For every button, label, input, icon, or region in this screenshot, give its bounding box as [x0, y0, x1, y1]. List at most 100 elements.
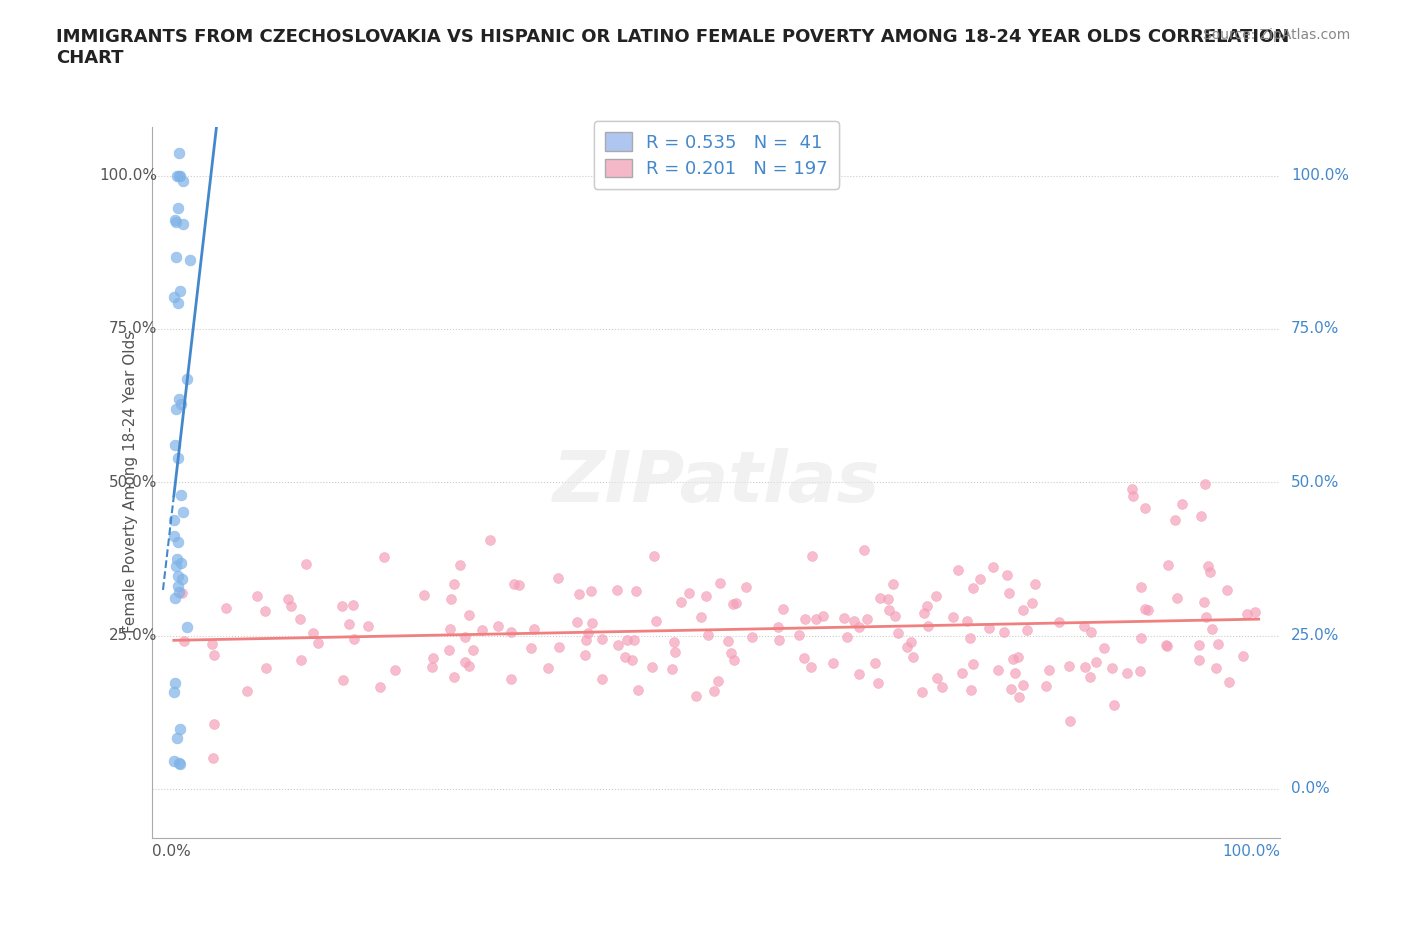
Point — [644, 614, 666, 629]
Point — [165, 249, 187, 264]
Point — [422, 650, 444, 665]
Point — [236, 684, 259, 698]
Point — [547, 570, 569, 585]
Text: IMMIGRANTS FROM CZECHOSLOVAKIA VS HISPANIC OR LATINO FEMALE POVERTY AMONG 18-24 : IMMIGRANTS FROM CZECHOSLOVAKIA VS HISPAN… — [56, 28, 1289, 67]
Point — [977, 621, 1000, 636]
Point — [342, 598, 364, 613]
Point — [1024, 577, 1046, 591]
Point — [280, 598, 302, 613]
Point — [457, 658, 479, 673]
Point — [1059, 658, 1081, 673]
Point — [1129, 664, 1152, 679]
Point — [946, 563, 969, 578]
Point — [787, 628, 810, 643]
Point — [915, 599, 938, 614]
Point — [591, 671, 613, 686]
Point — [911, 684, 934, 699]
Point — [1078, 670, 1101, 684]
Point — [962, 657, 984, 671]
Point — [1073, 618, 1095, 633]
Point — [330, 598, 353, 613]
Point — [170, 555, 193, 570]
Point — [709, 575, 731, 590]
Point — [1206, 636, 1229, 651]
Point — [987, 662, 1010, 677]
Point — [302, 626, 325, 641]
Point — [1080, 624, 1102, 639]
Point — [621, 653, 644, 668]
Point — [172, 174, 194, 189]
Point — [1136, 603, 1159, 618]
Point — [1189, 509, 1212, 524]
Point — [202, 716, 225, 731]
Point — [1101, 660, 1123, 675]
Point — [806, 611, 828, 626]
Point — [1085, 654, 1108, 669]
Point — [1059, 714, 1081, 729]
Point — [163, 512, 186, 527]
Point — [254, 604, 277, 618]
Point — [1001, 652, 1024, 667]
Point — [508, 578, 530, 592]
Point — [290, 652, 312, 667]
Point — [800, 549, 823, 564]
Point — [912, 605, 935, 620]
Point — [1205, 660, 1227, 675]
Point — [163, 754, 186, 769]
Point — [956, 614, 979, 629]
Point — [169, 168, 191, 183]
Point — [471, 622, 494, 637]
Point — [167, 451, 190, 466]
Point — [167, 392, 190, 406]
Point — [1121, 482, 1143, 497]
Point — [1164, 512, 1187, 527]
Point — [173, 633, 195, 648]
Point — [925, 671, 948, 685]
Point — [1187, 638, 1209, 653]
Point — [443, 670, 465, 684]
Point — [607, 638, 630, 653]
Point — [167, 168, 190, 183]
Point — [661, 662, 683, 677]
Point — [384, 662, 406, 677]
Point — [856, 611, 879, 626]
Point — [1192, 595, 1215, 610]
Legend: R = 0.535   N =  41, R = 0.201   N = 197: R = 0.535 N = 41, R = 0.201 N = 197 — [593, 122, 839, 189]
Point — [1201, 622, 1223, 637]
Point — [166, 730, 188, 745]
Point — [163, 684, 186, 699]
Point — [176, 619, 198, 634]
Point — [925, 589, 948, 604]
Point — [900, 634, 922, 649]
Point — [167, 585, 190, 600]
Point — [1198, 558, 1220, 573]
Text: 50.0%: 50.0% — [110, 475, 157, 490]
Point — [413, 587, 436, 602]
Point — [616, 632, 638, 647]
Point — [166, 168, 188, 183]
Point — [165, 215, 187, 230]
Point — [866, 676, 889, 691]
Point — [741, 630, 763, 644]
Point — [876, 591, 898, 606]
Point — [163, 437, 186, 452]
Point — [768, 632, 790, 647]
Text: 0.0%: 0.0% — [1291, 781, 1330, 796]
Point — [169, 756, 191, 771]
Point — [962, 580, 984, 595]
Point — [488, 618, 510, 633]
Point — [163, 212, 186, 227]
Point — [373, 550, 395, 565]
Point — [1004, 666, 1026, 681]
Point — [568, 586, 591, 601]
Point — [449, 558, 471, 573]
Point — [165, 591, 187, 605]
Point — [1038, 662, 1060, 677]
Point — [1035, 679, 1057, 694]
Point — [454, 654, 477, 669]
Point — [1154, 638, 1177, 653]
Point — [883, 609, 905, 624]
Point — [1015, 622, 1038, 637]
Point — [1021, 595, 1043, 610]
Point — [1156, 558, 1178, 573]
